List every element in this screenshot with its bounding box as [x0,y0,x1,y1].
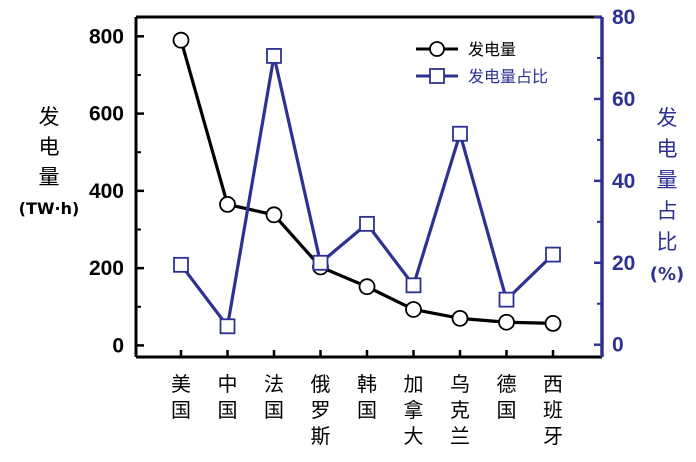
share-point [219,318,236,335]
left-tick-label: 400 [89,180,124,203]
category-label: 法国 [264,372,284,422]
category-label: 德国 [497,372,517,422]
right-tick-label: 20 [612,252,635,275]
generation-point [451,309,469,327]
left-tick-label: 800 [89,25,124,48]
share-point [545,246,561,263]
legend-square-marker [429,68,445,84]
generation-point [265,206,283,224]
share-point [452,125,468,142]
left-tick-label: 200 [89,257,124,280]
legend-circle-marker [429,41,445,57]
right-tick-label: 0 [612,334,624,357]
generation-point [498,313,515,331]
axis-titles: 发电量(TW·h) 发电量占比(%) [19,105,685,285]
left-tick-label: 0 [112,334,124,357]
generation-point [358,278,376,296]
category-label: 韩国 [357,372,377,422]
legend-generation-label: 发电量 [468,40,516,59]
category-label: 加拿大 [404,372,424,448]
category-label: 中国 [218,372,238,422]
category-label: 俄罗斯 [311,372,331,448]
right-tick-label: 80 [612,6,635,29]
right-tick-label: 60 [612,88,635,111]
category-label: 西班牙 [543,372,563,448]
share-point [266,48,282,64]
generation-point [405,301,422,318]
right-axis-title: 发电量占比(%) [650,106,685,285]
share-point [405,277,422,294]
legend-share-label: 发电量占比 [468,67,548,86]
share-point [312,254,329,271]
share-point [173,256,189,273]
category-label: 美国 [171,372,191,422]
generation-point [544,314,562,332]
generation-point [172,31,190,49]
left-axis-title: 发电量(TW·h) [19,105,80,218]
generation-point [219,195,236,213]
category-label: 乌克兰 [450,372,470,448]
right-tick-label: 40 [612,170,635,193]
share-point [359,215,375,232]
series-markers [172,31,562,335]
axes [134,15,604,359]
left-tick-label: 600 [89,103,124,126]
axis-ticks: 0 200 400 600 800 0 20 40 60 80 [89,6,635,357]
share-point [498,291,515,308]
